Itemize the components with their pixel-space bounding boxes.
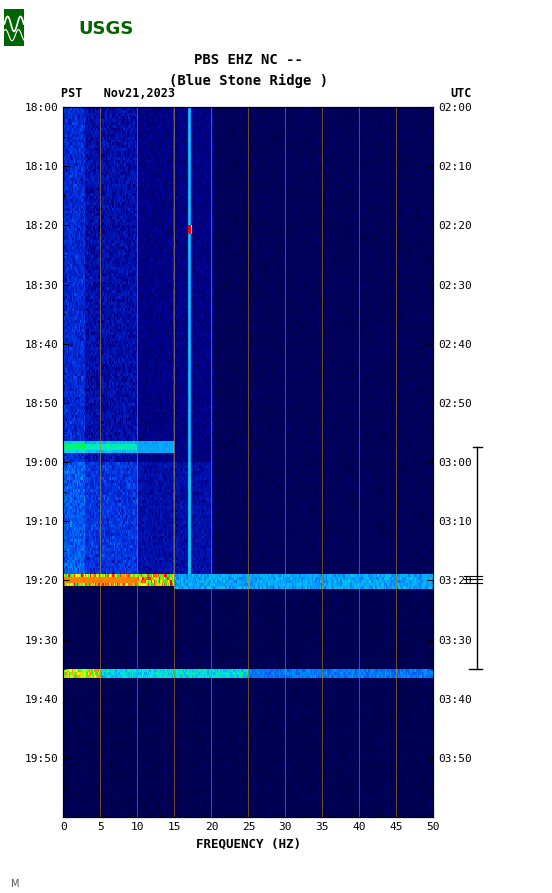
Text: M: M xyxy=(11,879,19,889)
Text: UTC: UTC xyxy=(450,87,472,100)
Text: (Blue Stone Ridge ): (Blue Stone Ridge ) xyxy=(169,73,328,88)
X-axis label: FREQUENCY (HZ): FREQUENCY (HZ) xyxy=(196,838,301,850)
Text: USGS: USGS xyxy=(78,20,134,38)
Text: PBS EHZ NC --: PBS EHZ NC -- xyxy=(194,53,303,67)
Text: PST   Nov21,2023: PST Nov21,2023 xyxy=(61,87,175,100)
